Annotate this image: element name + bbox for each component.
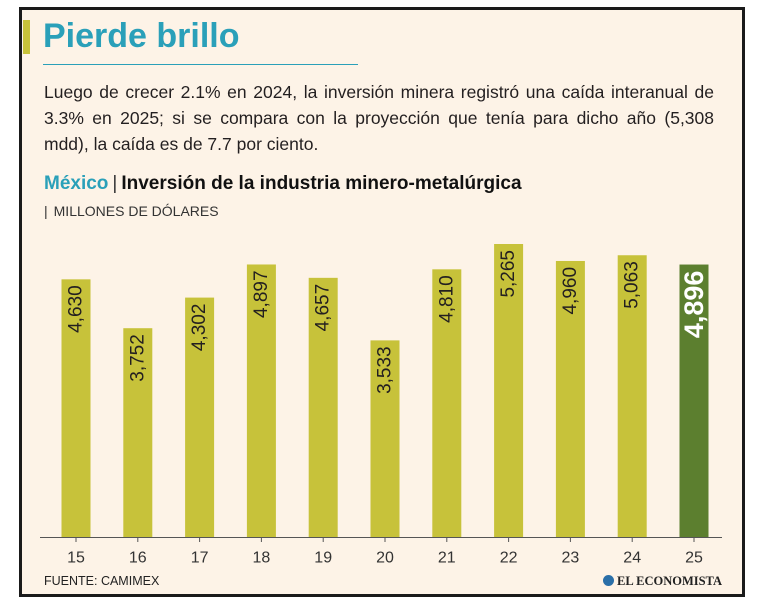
brand-logo: EL ECONOMISTA	[603, 574, 722, 589]
x-tick-label: 20	[376, 550, 394, 567]
x-tick-label: 25	[685, 550, 703, 567]
source-note: FUENTE: CAMIMEX	[44, 574, 160, 588]
brand-logo-icon	[603, 575, 614, 586]
units-label: MILLONES DE DÓLARES	[53, 203, 219, 219]
x-tick-label: 15	[67, 550, 85, 567]
chart-heading-separator: |	[112, 173, 118, 194]
x-tick-label: 21	[438, 550, 456, 567]
bar	[185, 297, 215, 537]
bar	[246, 264, 276, 537]
bar	[494, 244, 524, 537]
chart-heading: México | Inversión de la industria minero-…	[44, 173, 522, 195]
bar-value-label: 4,896	[679, 271, 709, 339]
bar-value-label: 4,302	[189, 304, 210, 352]
bar	[617, 255, 647, 538]
x-tick-label: 22	[500, 550, 518, 567]
title-underline	[43, 64, 358, 65]
page-title: Pierde brillo	[43, 17, 240, 55]
x-tick-label: 18	[253, 550, 271, 567]
bar	[61, 279, 91, 537]
x-tick-label: 16	[129, 550, 147, 567]
bar-value-label: 4,897	[251, 270, 272, 318]
bar-highlight	[679, 264, 709, 537]
units-separator: |	[44, 203, 48, 219]
chart-country-label: México	[44, 173, 109, 194]
x-tick-label: 24	[623, 550, 641, 567]
bar	[370, 340, 400, 537]
x-tick-label: 17	[191, 550, 209, 567]
chart-title: Inversión de la industria minero-metalúr…	[121, 173, 522, 194]
chart-units: | MILLONES DE DÓLARES	[44, 203, 219, 219]
brand-name: EL ECONOMISTA	[617, 574, 722, 588]
title-accent-bar	[23, 20, 30, 54]
bar-value-label: 4,960	[560, 267, 581, 315]
x-tick-label: 23	[562, 550, 580, 567]
bar	[123, 328, 153, 537]
bar-value-label: 4,657	[313, 284, 334, 332]
bar-value-label: 3,752	[127, 334, 148, 382]
bar-value-label: 5,063	[622, 261, 643, 309]
bar	[308, 277, 338, 537]
bar	[555, 260, 585, 537]
bar-value-label: 4,810	[436, 275, 457, 323]
bar-value-label: 3,533	[375, 346, 396, 394]
bar-value-label: 4,630	[66, 285, 87, 333]
bar	[432, 269, 462, 537]
bar-value-label: 5,265	[498, 250, 519, 298]
subtitle-text: Luego de crecer 2.1% en 2024, la inversi…	[44, 82, 714, 154]
x-tick-label: 19	[314, 550, 332, 567]
